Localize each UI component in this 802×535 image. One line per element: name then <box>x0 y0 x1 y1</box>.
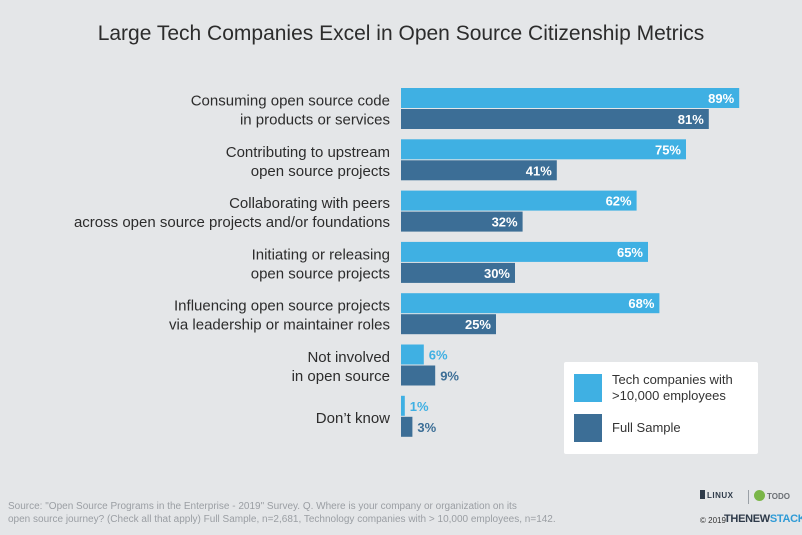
bar-tech-6 <box>401 395 405 416</box>
bar-label-full-2: 32% <box>492 215 518 230</box>
legend-label-full: Full Sample <box>612 420 681 435</box>
source-line-2: open source journey? (Check all that app… <box>8 514 556 525</box>
bar-tech-3 <box>401 241 648 262</box>
category-label-4-line-0: Influencing open source projects <box>174 298 390 315</box>
bar-full-4 <box>401 314 496 335</box>
source-note: Source: "Open Source Programs in the Ent… <box>8 500 608 526</box>
bar-label-tech-6: 1% <box>410 399 429 414</box>
bar-label-tech-2: 62% <box>606 194 632 209</box>
bar-full-1 <box>401 160 557 181</box>
linux-foundation-icon <box>700 490 705 499</box>
bar-tech-0 <box>401 88 740 108</box>
bar-label-full-3: 30% <box>484 266 510 281</box>
logo-divider <box>748 490 749 504</box>
bar-tech-2 <box>401 190 637 211</box>
bar-label-tech-4: 68% <box>628 296 654 311</box>
category-label-2-line-0: Collaborating with peers <box>229 195 390 212</box>
category-label-1-line-1: open source projects <box>251 163 390 180</box>
bar-full-5 <box>401 365 436 386</box>
category-label-0-line-0: Consuming open source code <box>191 93 390 110</box>
category-label-1-line-0: Contributing to upstream <box>226 144 390 161</box>
todo-logo: TODO <box>754 490 790 501</box>
bar-label-full-4: 25% <box>465 317 491 332</box>
bar-label-full-1: 41% <box>526 163 552 178</box>
bar-label-full-6: 3% <box>417 420 436 435</box>
todo-text: TODO <box>767 492 790 501</box>
category-label-4-line-1: via leadership or maintainer roles <box>169 317 390 334</box>
bar-label-tech-3: 65% <box>617 245 643 260</box>
bar-tech-4 <box>401 293 660 314</box>
thenewstack-logo: THENEWSTACK <box>724 513 802 525</box>
bar-tech-1 <box>401 139 686 160</box>
bar-chart: Consuming open source code in products or… <box>74 88 740 437</box>
branding: LINUX TODO © 2019 THENEWSTACK <box>700 488 802 528</box>
bar-label-full-0: 81% <box>678 112 704 127</box>
legend-item-full: Full Sample <box>574 414 681 442</box>
legend-swatch-tech <box>574 374 602 402</box>
linux-foundation-logo: LINUX <box>700 490 742 504</box>
legend-swatch-full <box>574 414 602 442</box>
category-label-2-line-1: across open source projects and/or found… <box>74 214 390 231</box>
source-line-1: Source: "Open Source Programs in the Ent… <box>8 501 517 512</box>
linux-foundation-text: LINUX <box>707 491 734 500</box>
copyright-year: © 2019 <box>700 516 726 525</box>
category-label-0-line-1: in products or services <box>240 112 390 129</box>
bar-full-2 <box>401 211 523 232</box>
bar-full-0 <box>401 109 709 129</box>
bar-label-tech-5: 6% <box>429 348 448 363</box>
category-label-6-line-0: Don’t know <box>316 410 390 427</box>
bar-full-3 <box>401 262 515 283</box>
legend: Tech companies with >10,000 employees Fu… <box>564 362 758 454</box>
bar-label-tech-0: 89% <box>708 91 734 106</box>
bar-label-tech-1: 75% <box>655 142 681 157</box>
category-label-5-line-1: in open source <box>292 368 390 385</box>
tns-suffix: STACK <box>769 513 802 525</box>
legend-label-tech-line2: >10,000 employees <box>612 388 726 403</box>
bar-label-full-5: 9% <box>440 369 459 384</box>
todo-icon <box>754 490 765 501</box>
category-label-3-line-0: Initiating or releasing <box>252 246 390 263</box>
category-label-3-line-1: open source projects <box>251 265 390 282</box>
chart-title: Large Tech Companies Excel in Open Sourc… <box>97 22 705 45</box>
legend-item-tech: Tech companies with >10,000 employees <box>574 372 733 404</box>
legend-label-tech-line1: Tech companies with <box>612 372 733 387</box>
tns-prefix: THENEW <box>724 513 770 525</box>
bar-tech-5 <box>401 344 424 365</box>
category-label-5-line-0: Not involved <box>307 349 390 366</box>
legend-label-tech: Tech companies with >10,000 employees <box>612 372 733 404</box>
bar-full-6 <box>401 416 413 437</box>
